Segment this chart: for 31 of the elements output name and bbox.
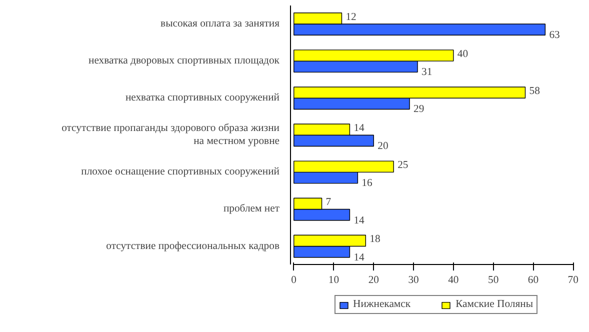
x-tick-label: 70 [568,274,578,286]
x-tick-label: 60 [528,274,539,286]
y-tick-label: проблем нет [223,204,280,215]
y-tick-label: отсутствие профессиональных кадров [106,240,280,252]
x-tick-label: 0 [291,274,297,286]
data-label: 16 [362,178,374,190]
x-tick-label: 30 [408,274,419,286]
data-label: 14 [354,252,366,264]
data-label: 29 [414,104,424,116]
y-tick-label: нехватка дворовых спортивных площадок [88,56,280,67]
y-tick-label: плохое оснащение спортивных сооружений [81,166,280,178]
data-label: 63 [549,30,560,42]
data-label: 12 [346,12,356,23]
data-label: 20 [378,141,388,152]
y-tick-label: высокая оплата за занятия [160,18,280,30]
x-tick-label: 50 [488,274,499,286]
x-tick-label: 10 [328,274,340,286]
x-tick-label: 20 [368,274,379,286]
data-label: 31 [422,67,432,78]
legend-label: Камские Поляны [456,299,534,310]
data-label: 14 [354,215,366,226]
x-tick-label: 40 [448,274,459,286]
legend-label: Нижнекамск [352,299,411,310]
y-tick-label: нехватка спортивных сооружений [125,92,280,104]
data-label: 58 [529,86,540,98]
data-label: 14 [354,123,366,134]
data-label: 18 [370,234,380,246]
y-tick-label: отсутствие пропаганды здорового образа жизни на местном уровне [62,123,280,148]
data-label: 40 [457,49,468,60]
data-label: 25 [398,160,408,172]
data-label: 7 [326,197,332,208]
